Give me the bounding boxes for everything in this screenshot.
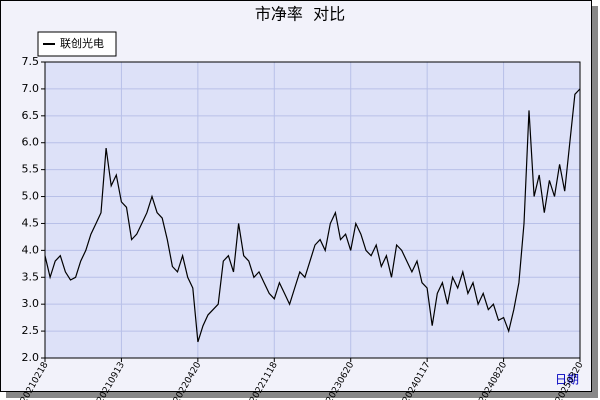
y-tick-label: 7.5 bbox=[22, 55, 40, 68]
axis-box bbox=[44, 61, 581, 359]
frame-shadow bbox=[6, 392, 598, 398]
y-tick-label: 3.5 bbox=[22, 270, 40, 283]
x-axis-label: 日期 bbox=[555, 373, 579, 387]
y-tick-label: 5.0 bbox=[22, 190, 40, 203]
y-tick-label: 4.5 bbox=[22, 216, 40, 229]
y-tick-label: 3.0 bbox=[22, 297, 40, 310]
frame-shadow bbox=[592, 6, 598, 398]
legend-label: 联创光电 bbox=[60, 36, 104, 50]
y-tick-label: 6.0 bbox=[22, 136, 40, 149]
y-tick-label: 4.0 bbox=[22, 243, 40, 256]
y-tick-label: 6.5 bbox=[22, 109, 40, 122]
y-tick-label: 5.5 bbox=[22, 163, 40, 176]
data-line bbox=[44, 88, 581, 343]
chart-title: 市净率 对比 bbox=[255, 5, 345, 24]
y-tick-label: 2.0 bbox=[22, 351, 40, 364]
y-tick-label: 7.0 bbox=[22, 82, 40, 95]
plot-area bbox=[45, 62, 580, 358]
y-tick-label: 2.5 bbox=[22, 324, 40, 337]
